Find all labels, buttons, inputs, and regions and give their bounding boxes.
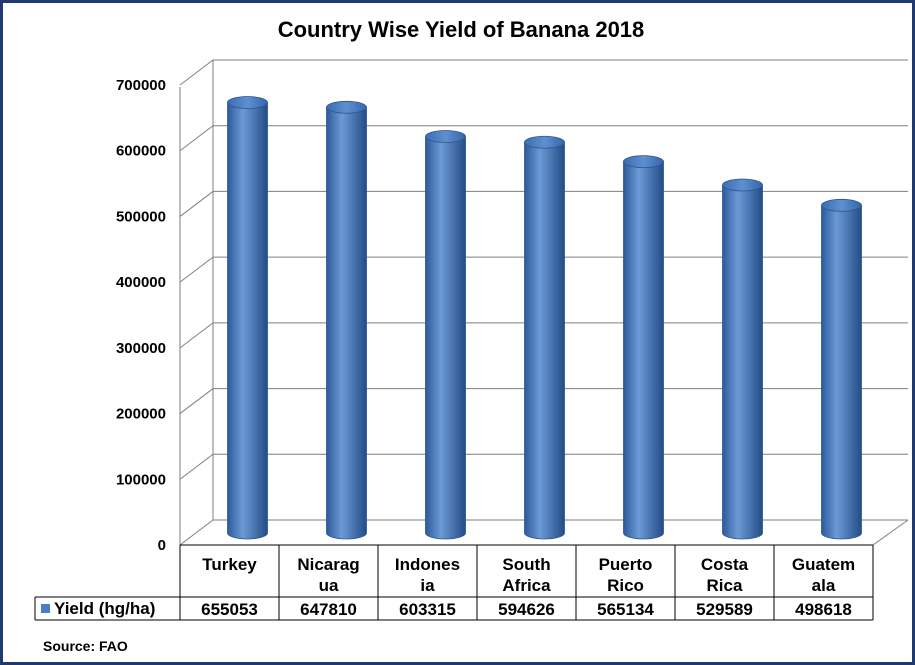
bar-body — [722, 184, 763, 540]
value-label: 603315 — [399, 600, 456, 619]
bar — [722, 178, 763, 540]
bar-top — [425, 130, 466, 143]
category-label-line: ua — [319, 576, 339, 595]
category-label: Puerto Rico — [599, 555, 653, 595]
category-label-line: Turkey — [202, 555, 257, 574]
category-label-line: Costa — [701, 555, 749, 574]
bar-top — [623, 155, 664, 169]
bar-body — [821, 204, 862, 540]
bar — [227, 96, 268, 540]
bar — [623, 155, 664, 540]
y-tick-label: 500000 — [116, 208, 166, 225]
value-label: 594626 — [498, 600, 555, 619]
data-table: Yield (hg/ha) Turkey 655053 Nicarag ua 647810… — [34, 544, 874, 621]
bar — [524, 135, 565, 540]
bar-body — [623, 161, 664, 540]
y-tick-label: 300000 — [116, 340, 166, 357]
y-tick-label: 200000 — [116, 406, 166, 423]
category-label: Guatem ala — [792, 555, 855, 595]
category-label-line: ala — [812, 576, 836, 595]
category-label-line: Guatem — [792, 555, 855, 574]
category-label: Costa Rica — [701, 555, 749, 595]
gridline-depth — [179, 191, 214, 217]
y-tick-label: 0 — [158, 537, 166, 554]
bar-top — [524, 135, 565, 149]
bar-top — [227, 96, 268, 109]
category-label-line: Nicarag — [297, 555, 359, 574]
legend-label: Yield (hg/ha) — [54, 599, 155, 618]
category-label: Indones ia — [395, 555, 460, 595]
bar-body — [227, 102, 268, 540]
bar — [821, 198, 862, 540]
bar — [326, 100, 367, 540]
bar-top — [722, 178, 763, 192]
value-label: 565134 — [597, 600, 654, 619]
category-label-line: Rica — [707, 576, 743, 595]
category-label: South Africa — [502, 555, 551, 595]
source-note: Source: FAO — [43, 638, 128, 654]
bar-body — [425, 136, 466, 540]
bar-body — [326, 106, 367, 540]
gridline-depth — [179, 59, 214, 86]
gridline-depth — [179, 256, 214, 283]
bar-body — [524, 141, 565, 540]
y-tick-label: 400000 — [116, 274, 166, 291]
category-label-line: Africa — [502, 576, 551, 595]
value-label: 498618 — [795, 600, 852, 619]
value-label: 529589 — [696, 600, 753, 619]
y-tick-label: 700000 — [116, 77, 166, 94]
category-label-line: ia — [420, 576, 435, 595]
category-label-line: Puerto — [599, 555, 653, 574]
bar-top — [326, 100, 367, 114]
value-label: 647810 — [300, 600, 357, 619]
gridline-depth — [179, 388, 214, 414]
category-label-line: Indones — [395, 555, 460, 574]
gridline-depth — [179, 322, 214, 349]
banana-yield-chart: Country Wise Yield of Banana 2018 0 10000… — [34, 17, 909, 654]
gridline-depth — [179, 453, 214, 480]
category-label-line: Rico — [607, 576, 644, 595]
legend-key — [41, 604, 50, 613]
category-label-line: South — [502, 555, 550, 574]
floor-edge — [872, 519, 909, 546]
y-tick-label: 600000 — [116, 143, 166, 160]
bars — [227, 96, 862, 540]
gridline-depth — [179, 125, 214, 152]
gridline-depth — [179, 519, 214, 546]
category-label: Nicarag ua — [297, 555, 359, 595]
chart-title: Country Wise Yield of Banana 2018 — [278, 17, 645, 42]
category-label: Turkey — [202, 555, 257, 574]
bar — [425, 130, 466, 540]
bar-top — [821, 198, 862, 212]
value-label: 655053 — [201, 600, 258, 619]
y-axis-ticks: 0 100000 200000 300000 400000 500000 600000 700… — [116, 77, 166, 554]
y-tick-label: 100000 — [116, 471, 166, 488]
